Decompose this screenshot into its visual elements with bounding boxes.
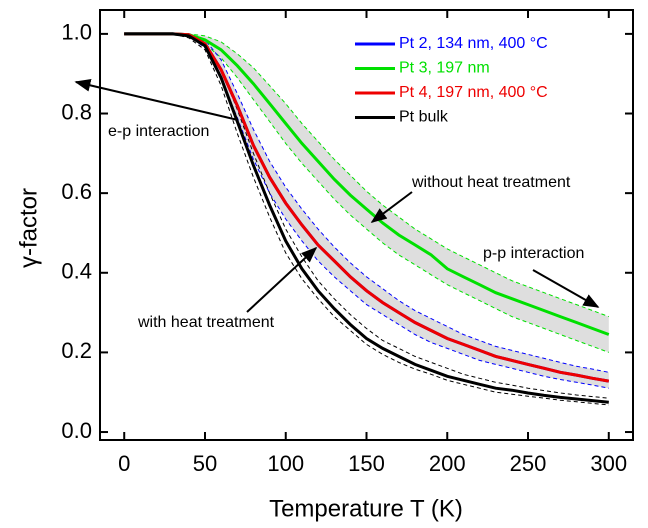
y-tick-label: 0.6 (61, 179, 92, 204)
x-axis-label: Temperature T (K) (269, 495, 463, 522)
x-tick-label: 250 (510, 451, 547, 476)
band-edge (124, 33, 609, 353)
annotation: p-p interaction (483, 245, 584, 262)
band-fill (124, 33, 609, 353)
y-tick-label: 0.0 (61, 418, 92, 443)
annotation-arrow (370, 191, 413, 223)
band-edge (124, 33, 609, 373)
y-tick-label: 0.2 (61, 338, 92, 363)
y-tick-label: 1.0 (61, 20, 92, 45)
annotation-arrow (246, 246, 318, 313)
annotation: without heat treatment (411, 174, 571, 191)
x-tick-label: 0 (118, 451, 130, 476)
annotation-arrow (532, 269, 600, 308)
series-line (124, 32, 610, 383)
band-edge (124, 33, 609, 406)
legend-label: Pt 2, 134 nm, 400 °C (399, 35, 548, 52)
y-tick-label: 0.8 (61, 99, 92, 124)
band-edge (124, 33, 609, 399)
legend-label: Pt 4, 197 nm, 400 °C (399, 84, 548, 101)
series-line (124, 32, 609, 404)
legend-label: Pt 3, 197 nm (399, 60, 490, 77)
x-tick-label: 50 (193, 451, 217, 476)
legend-label: Pt bulk (399, 109, 449, 126)
annotation: with heat treatment (137, 314, 275, 331)
y-tick-label: 0.4 (61, 259, 92, 284)
annotation-arrow (74, 79, 239, 121)
annotation: e-p interaction (108, 123, 209, 140)
series-line (124, 32, 610, 336)
x-tick-label: 200 (429, 451, 466, 476)
x-tick-label: 150 (348, 451, 385, 476)
x-tick-label: 300 (590, 451, 627, 476)
band-edge (124, 33, 609, 318)
y-axis-label: γ-factor (15, 188, 42, 268)
x-tick-label: 100 (267, 451, 304, 476)
